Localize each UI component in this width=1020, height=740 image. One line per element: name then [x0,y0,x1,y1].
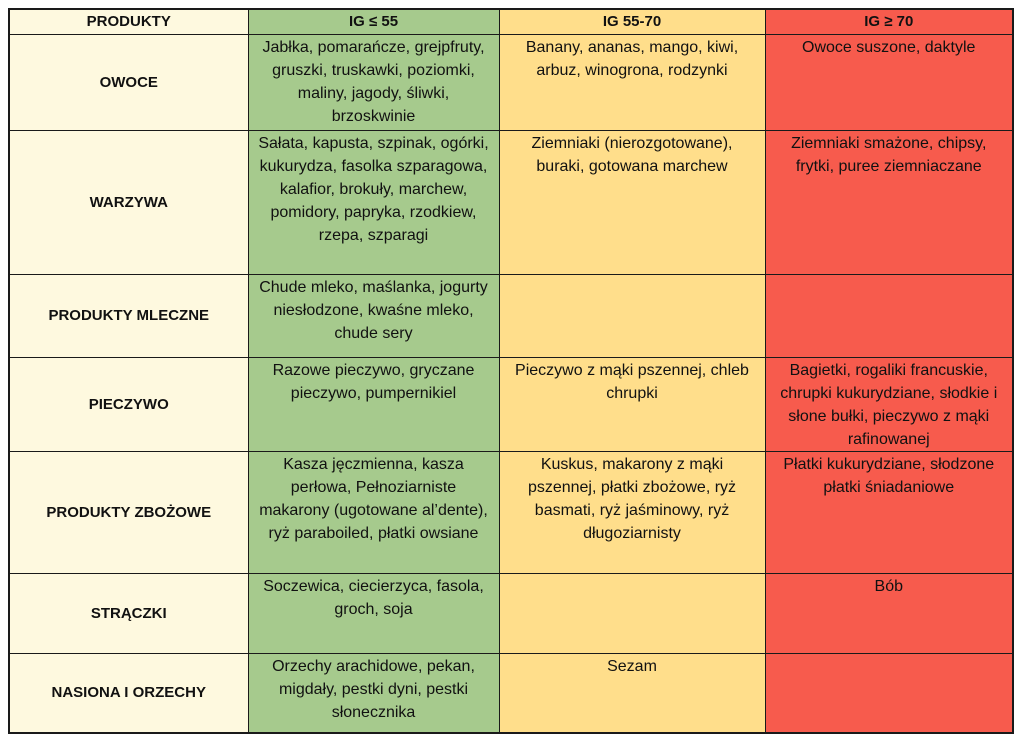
column-header-ig-low: IG ≤ 55 [247,8,500,35]
ig-mid-cell: Sezam [498,652,766,734]
ig-low-cell: Orzechy arachidowe, pekan, migdały, pest… [247,652,500,734]
table-row-produkty-zbozowe: PRODUKTY ZBOŻOWE Kasza jęczmienna, kasza… [8,450,1014,574]
ig-low-cell: Sałata, kapusta, szpinak, ogórki, kukury… [247,129,500,275]
table-row-produkty-mleczne: PRODUKTY MLECZNE Chude mleko, maślanka, … [8,273,1014,358]
row-category-label: PRODUKTY MLECZNE [8,273,249,358]
ig-high-cell: Owoce suszone, daktyle [764,33,1014,131]
ig-high-cell: Bagietki, rogaliki francuskie, chrupki k… [764,356,1014,452]
row-category-label: NASIONA I ORZECHY [8,652,249,734]
row-category-label: OWOCE [8,33,249,131]
row-category-label: PRODUKTY ZBOŻOWE [8,450,249,574]
table-row-straczki: STRĄCZKI Soczewica, ciecierzyca, fasola,… [8,572,1014,654]
column-header-ig-high: IG ≥ 70 [764,8,1014,35]
row-category-label: PIECZYWO [8,356,249,452]
ig-mid-cell: Kuskus, makarony z mąki pszennej, płatki… [498,450,766,574]
ig-mid-cell: Ziemniaki (nierozgotowane), buraki, goto… [498,129,766,275]
ig-mid-cell [498,273,766,358]
ig-mid-cell [498,572,766,654]
table-row-warzywa: WARZYWA Sałata, kapusta, szpinak, ogórki… [8,129,1014,275]
row-category-label: WARZYWA [8,129,249,275]
ig-high-cell [764,273,1014,358]
table-row-pieczywo: PIECZYWO Razowe pieczywo, gryczane piecz… [8,356,1014,452]
ig-high-cell [764,652,1014,734]
glycemic-index-table: PRODUKTY IG ≤ 55 IG 55-70 IG ≥ 70 OWOCE … [8,8,1014,734]
ig-high-cell: Ziemniaki smażone, chipsy, frytki, puree… [764,129,1014,275]
ig-mid-cell: Banany, ananas, mango, kiwi, arbuz, wino… [498,33,766,131]
column-header-ig-mid: IG 55-70 [498,8,766,35]
ig-low-cell: Chude mleko, maślanka, jogurty niesłodzo… [247,273,500,358]
ig-high-cell: Płatki kukurydziane, słodzone płatki śni… [764,450,1014,574]
ig-low-cell: Razowe pieczywo, gryczane pieczywo, pump… [247,356,500,452]
ig-high-cell: Bób [764,572,1014,654]
ig-low-cell: Kasza jęczmienna, kasza perłowa, Pełnozi… [247,450,500,574]
column-header-products: PRODUKTY [8,8,249,35]
table-row-nasiona-i-orzechy: NASIONA I ORZECHY Orzechy arachidowe, pe… [8,652,1014,734]
row-category-label: STRĄCZKI [8,572,249,654]
ig-mid-cell: Pieczywo z mąki pszennej, chleb chrupki [498,356,766,452]
table-row-owoce: OWOCE Jabłka, pomarańcze, grejpfruty, gr… [8,33,1014,131]
header-row: PRODUKTY IG ≤ 55 IG 55-70 IG ≥ 70 [8,8,1014,35]
ig-low-cell: Soczewica, ciecierzyca, fasola, groch, s… [247,572,500,654]
ig-low-cell: Jabłka, pomarańcze, grejpfruty, gruszki,… [247,33,500,131]
